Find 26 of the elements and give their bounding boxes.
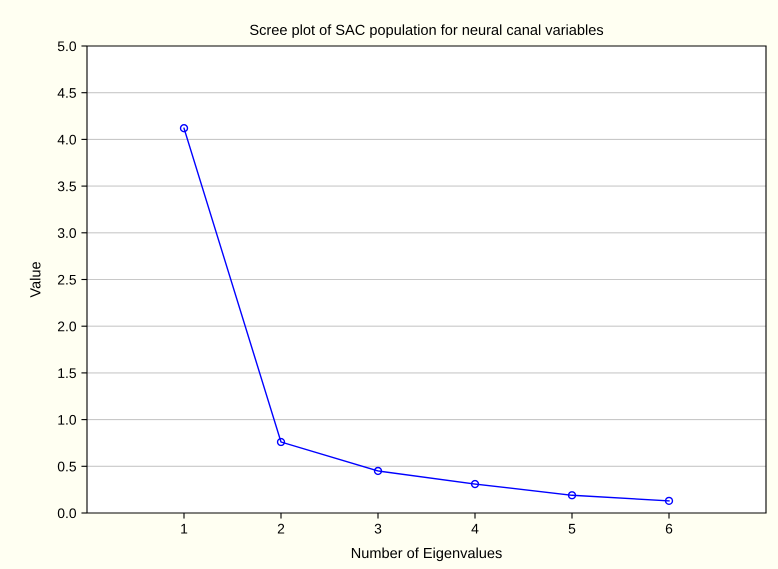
- x-tick-label: 1: [181, 524, 188, 534]
- y-tick-label: 1.5: [58, 368, 76, 378]
- y-tick-label: 2.0: [58, 322, 76, 332]
- y-tick-label: 3.5: [58, 181, 76, 192]
- y-tick-label: 3.0: [58, 228, 76, 238]
- y-tick-label: 2.5: [58, 274, 76, 285]
- point: [470, 480, 480, 488]
- y-axis-title: Value: [30, 262, 41, 298]
- x-tick-label: 3: [374, 524, 382, 534]
- y-tick-label: 1.0: [58, 414, 76, 425]
- y-tick-label: 0.5: [58, 462, 76, 472]
- x-tick-label: 5: [568, 524, 576, 534]
- point: [568, 491, 576, 500]
- x-tick-label: 2: [278, 524, 284, 534]
- x-tick-label: 6: [666, 524, 672, 534]
- y-tick-label: 0.0: [58, 508, 76, 518]
- y-tick-label: 4.5: [58, 88, 76, 98]
- point: [276, 438, 286, 446]
- x-tick-label: 4: [471, 524, 478, 534]
- x-axis-title: Number of Eigenvalues: [352, 547, 502, 562]
- y-tick-label: 5.0: [58, 41, 76, 52]
- point: [664, 496, 674, 506]
- y-tick-label: 4.0: [58, 134, 76, 145]
- chart-title: Scree plot of SAC population for neural canal variables: [250, 24, 604, 38]
- point: [180, 124, 188, 132]
- point: [374, 466, 382, 476]
